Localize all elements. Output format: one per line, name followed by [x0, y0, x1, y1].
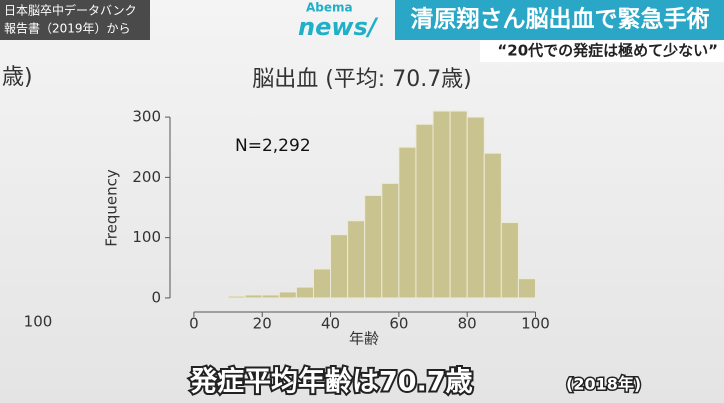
x-tick-label: 20	[253, 315, 272, 333]
bar	[466, 116, 485, 299]
left-panel-tick: 100	[24, 313, 53, 331]
bar	[415, 123, 434, 299]
headline: 清原翔さん脳出血で緊急手術	[411, 6, 710, 33]
x-tick-label: 80	[458, 315, 477, 333]
y-tick-label: 200	[132, 168, 161, 186]
bar	[432, 110, 451, 299]
chart-title: 脳出血 (平均: 70.7歳)	[252, 67, 472, 92]
bar	[295, 286, 314, 299]
bar	[381, 182, 400, 299]
source-line: 報告書（2019年）から	[4, 22, 131, 36]
x-tick-label: 0	[189, 315, 199, 333]
bar	[483, 152, 502, 299]
source-box	[0, 0, 150, 40]
bar	[364, 194, 383, 299]
headline-box	[395, 0, 724, 40]
bar	[278, 291, 297, 299]
left-panel-title: 歳)	[2, 65, 33, 90]
bar	[517, 278, 537, 299]
x-tick-label: 60	[389, 315, 408, 333]
y-axis-label: Frequency	[103, 169, 121, 247]
y-tick-label: 300	[132, 108, 161, 126]
logo-top: Abema	[306, 1, 353, 15]
logo-bottom: news/	[298, 13, 379, 41]
bar	[500, 222, 519, 299]
bar	[449, 110, 468, 299]
bar	[347, 220, 366, 299]
bar	[227, 295, 246, 299]
bar	[398, 146, 417, 299]
bar	[312, 268, 332, 299]
source-line: 日本脳卒中データバンク	[4, 3, 137, 18]
x-tick-label: 100	[521, 315, 550, 333]
x-tick-label: 40	[321, 315, 340, 333]
y-tick-label: 0	[151, 288, 161, 306]
subheadline: “20代での発症は極めて少ない”	[497, 42, 718, 60]
annotation: N=2,292	[235, 136, 311, 156]
bar	[330, 234, 349, 299]
caption-year: (2018年)	[566, 375, 641, 394]
x-axis-label: 年齢	[349, 330, 379, 348]
subheadline-box	[480, 40, 724, 62]
caption: 発症平均年齢は70.7歳	[189, 366, 473, 398]
bar	[244, 294, 263, 299]
y-tick-label: 100	[132, 228, 161, 246]
bar	[261, 294, 280, 299]
